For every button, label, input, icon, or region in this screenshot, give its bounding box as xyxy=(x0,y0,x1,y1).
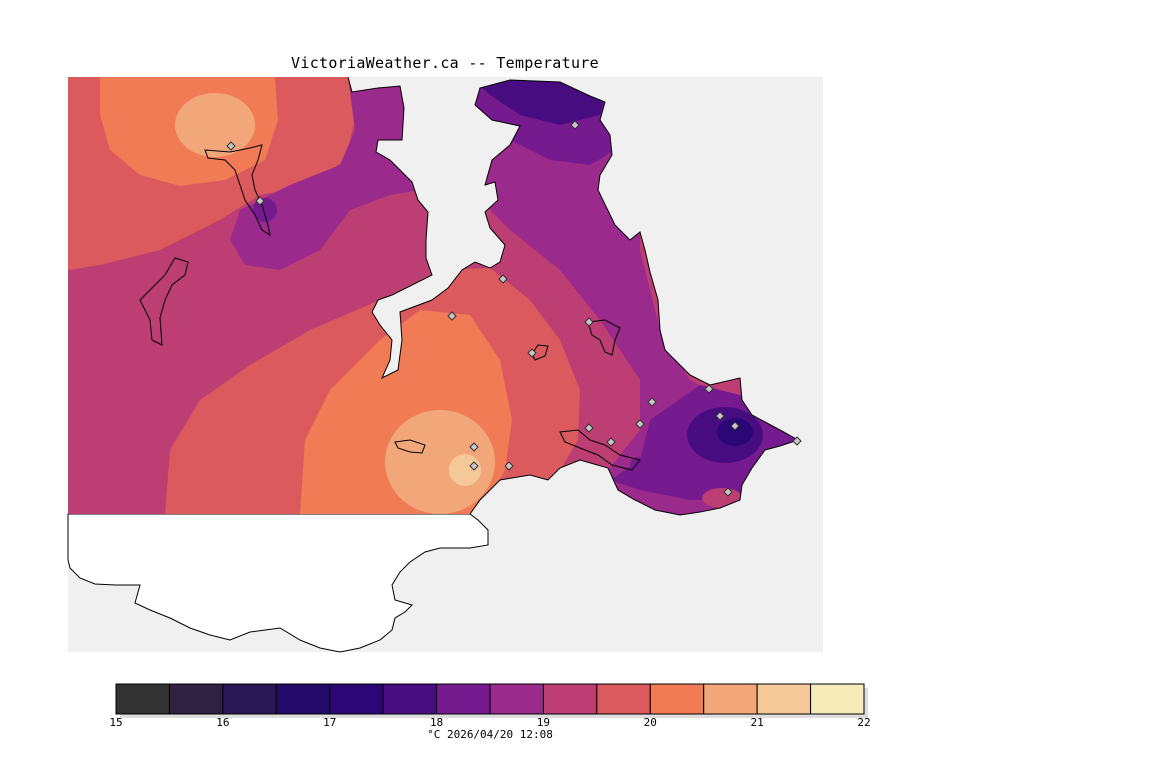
colorbar-cell xyxy=(115,683,170,715)
lake-east xyxy=(587,319,621,356)
station-marker[interactable] xyxy=(730,421,740,431)
station-marker[interactable] xyxy=(704,384,714,394)
olympic-peninsula-land xyxy=(67,513,489,653)
station-marker[interactable] xyxy=(635,419,645,429)
colorbar-ticks: 15 16 17 18 19 20 21 22 xyxy=(109,716,870,729)
contour-18-19-north xyxy=(230,77,420,270)
colorbar-cell xyxy=(436,683,491,715)
colorbar-tick-label: 21 xyxy=(751,716,764,729)
colorbar-tick-label: 18 xyxy=(430,716,443,729)
colorbar-cell xyxy=(168,683,224,715)
lake-south xyxy=(394,439,426,454)
colorbar-tick-label: 15 xyxy=(109,716,122,729)
station-marker[interactable] xyxy=(723,487,733,497)
station-marker[interactable] xyxy=(527,348,537,358)
station-marker[interactable] xyxy=(447,311,457,321)
station-marker[interactable] xyxy=(226,141,236,151)
contour-warmest-south xyxy=(449,454,481,486)
colorbar-cell xyxy=(810,683,865,715)
harbour-inlet xyxy=(559,429,641,471)
timestamp-caption: °C 2026/04/20 12:08 xyxy=(427,728,553,741)
coastline xyxy=(347,76,800,516)
colorbar-cell xyxy=(275,683,331,715)
contour-coolest-se xyxy=(717,418,753,446)
colorbar-tick-label: 22 xyxy=(857,716,870,729)
temperature-map xyxy=(67,76,823,653)
colorbar-cell xyxy=(329,683,384,715)
colorbar-tick-label: 16 xyxy=(216,716,229,729)
station-marker[interactable] xyxy=(255,196,265,206)
inlet-north xyxy=(204,144,271,237)
contour-cool-inlet xyxy=(630,457,650,473)
station-marker[interactable] xyxy=(584,317,594,327)
station-marker[interactable] xyxy=(570,120,580,130)
colorbar-tick-label: 20 xyxy=(644,716,657,729)
station-marker[interactable] xyxy=(792,436,802,446)
colorbar-tick-label: 19 xyxy=(537,716,550,729)
station-marker[interactable] xyxy=(504,461,514,471)
colorbar-cell xyxy=(703,683,758,715)
colorbar-cell xyxy=(489,683,544,715)
lake-west xyxy=(139,257,189,346)
contour-warm-nw xyxy=(175,93,255,157)
map-title: VictoriaWeather.ca -- Temperature xyxy=(291,54,599,72)
station-marker[interactable] xyxy=(647,397,657,407)
station-marker[interactable] xyxy=(469,442,479,452)
colorbar-cells xyxy=(115,683,868,718)
station-marker[interactable] xyxy=(584,423,594,433)
station-marker[interactable] xyxy=(715,411,725,421)
colorbar-cell xyxy=(756,683,812,715)
colorbar-tick-label: 17 xyxy=(323,716,336,729)
station-marker[interactable] xyxy=(498,274,508,284)
colorbar-cell xyxy=(542,683,598,715)
station-marker[interactable] xyxy=(469,461,479,471)
contour-warm-south xyxy=(385,410,495,514)
colorbar-cell xyxy=(649,683,705,715)
colorbar-cell xyxy=(596,683,651,715)
station-markers xyxy=(226,120,802,497)
colorbar-cell xyxy=(382,683,438,715)
colorbar-cell xyxy=(222,683,277,715)
station-marker[interactable] xyxy=(606,437,616,447)
